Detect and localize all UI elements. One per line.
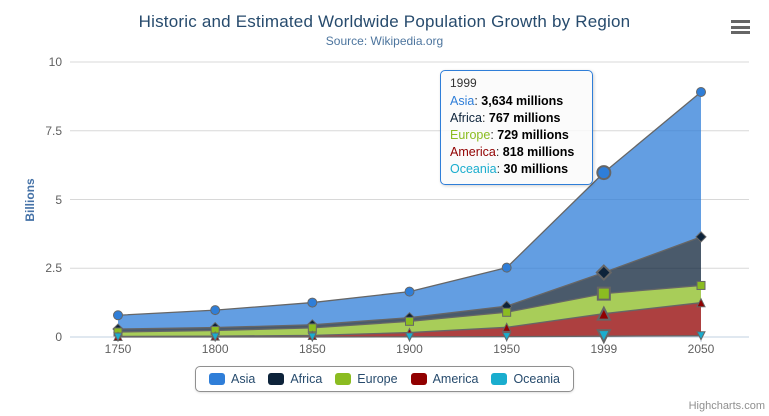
hamburger-icon	[731, 25, 750, 29]
x-axis-label-1850: 1850	[298, 342, 326, 356]
chart-subtitle: Source: Wikipedia.org	[325, 34, 444, 48]
marker-asia-1850[interactable]	[307, 297, 318, 308]
legend-item-africa[interactable]: Africa	[268, 372, 322, 386]
marker-asia-1750[interactable]	[113, 310, 123, 321]
tooltip-series-value: 729 millions	[497, 128, 569, 142]
tooltip-series-value: 767 millions	[488, 111, 561, 125]
y-axis-label-0: 0	[55, 330, 62, 344]
marker-asia-1950[interactable]	[501, 262, 512, 273]
area-africa	[118, 236, 701, 332]
marker-asia-1999[interactable]	[596, 165, 612, 181]
x-axis-label-1800: 1800	[201, 342, 229, 356]
marker-oceania-1750[interactable]	[113, 332, 123, 343]
legend-swatch-icon	[410, 373, 427, 385]
tooltip-header: 1999	[450, 76, 477, 90]
legend-label: Europe	[357, 372, 398, 386]
marker-oceania-2050[interactable]	[696, 331, 706, 341]
legend-swatch-icon	[268, 373, 285, 385]
legend-swatch-icon	[209, 373, 225, 385]
x-axis-label-1750: 1750	[104, 342, 132, 356]
tooltip-series-label: Asia	[450, 94, 475, 108]
marker-oceania-1950[interactable]	[501, 332, 512, 342]
legend-box: Asia Africa Europe America Oceania	[195, 366, 574, 392]
marker-oceania-1999[interactable]	[596, 329, 612, 345]
tooltip-row-america: America: 818 millions	[450, 145, 575, 159]
tooltip-series-label: Africa	[450, 111, 482, 125]
area-asia	[118, 92, 701, 330]
marker-oceania-1850[interactable]	[307, 332, 318, 343]
legend-item-europe[interactable]: Europe	[335, 372, 398, 386]
legend-label: Africa	[290, 372, 323, 386]
legend-label: Asia	[231, 372, 256, 386]
legend: Asia Africa Europe America Oceania	[0, 366, 769, 392]
y-axis-label-2.5: 2.5	[45, 261, 62, 276]
tooltip-series-value: 818 millions	[502, 145, 575, 159]
marker-asia-1900[interactable]	[404, 286, 415, 297]
marker-africa-1999[interactable]	[595, 264, 613, 281]
highcharts-credit-link[interactable]: Highcharts.com	[688, 400, 765, 412]
legend-label: Oceania	[513, 372, 560, 386]
y-axis-label-10: 10	[48, 55, 62, 69]
tooltip-series-label: Europe	[450, 128, 491, 142]
tooltip-row-asia: Asia: 3,634 millions	[450, 94, 564, 108]
hamburger-icon	[731, 20, 750, 23]
x-axis-label-1950: 1950	[493, 342, 520, 356]
marker-america-1950[interactable]	[501, 322, 512, 332]
x-axis-label-1999: 1999	[590, 342, 618, 356]
tooltip: 1999 Asia: 3,634 millions Africa: 767 mil…	[440, 70, 593, 185]
x-axis-label-2050: 2050	[687, 342, 715, 356]
tooltip-series-value: 3,634 millions	[481, 94, 564, 108]
marker-europe-1900[interactable]	[405, 316, 414, 326]
marker-europe-1999[interactable]	[596, 286, 611, 301]
legend-item-asia[interactable]: Asia	[209, 372, 255, 386]
marker-asia-2050[interactable]	[696, 87, 706, 98]
chart-title: Historic and Estimated Worldwide Populat…	[138, 12, 631, 31]
marker-asia-1800[interactable]	[210, 305, 221, 316]
x-axis-label-1900: 1900	[396, 342, 423, 356]
marker-europe-1950[interactable]	[502, 307, 512, 317]
marker-europe-2050[interactable]	[696, 280, 706, 290]
tooltip-row-europe: Europe: 729 millions	[450, 128, 569, 142]
tooltip-row-africa: Africa: 767 millions	[450, 111, 561, 125]
marker-oceania-1800[interactable]	[210, 332, 220, 343]
y-axis-label-5: 5	[55, 192, 62, 207]
y-axis-label-7.5: 7.5	[45, 123, 62, 138]
area-america	[118, 302, 701, 337]
marker-africa-2050[interactable]	[695, 231, 707, 243]
hamburger-icon	[731, 31, 750, 34]
tooltip-series-value: 30 millions	[503, 162, 569, 176]
legend-label: America	[432, 372, 479, 386]
tooltip-series-label: America	[450, 145, 496, 159]
tooltip-row-oceania: Oceania: 30 millions	[450, 162, 569, 176]
marker-america-1999[interactable]	[596, 305, 612, 321]
marker-oceania-1900[interactable]	[404, 332, 415, 342]
legend-item-america[interactable]: America	[410, 372, 479, 386]
legend-item-oceania[interactable]: Oceania	[491, 372, 560, 386]
marker-america-2050[interactable]	[696, 297, 706, 308]
legend-swatch-icon	[491, 373, 508, 385]
tooltip-series-label: Oceania	[450, 162, 497, 176]
context-menu-button[interactable]	[731, 20, 750, 37]
legend-swatch-icon	[335, 373, 352, 385]
tooltip-rows: Asia: 3,634 millions Africa: 767 millions…	[450, 93, 583, 178]
